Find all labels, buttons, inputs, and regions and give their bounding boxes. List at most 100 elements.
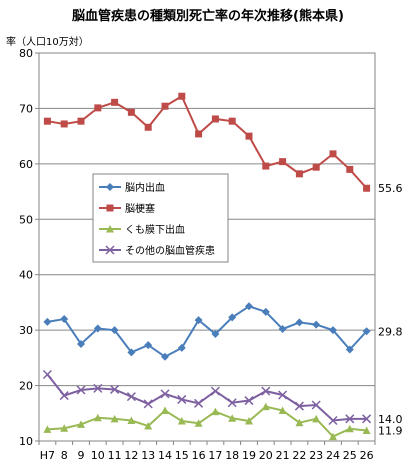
legend-label: くも膜下出血 [125, 223, 185, 236]
data-point [59, 391, 69, 401]
x-tick-label: H7 [40, 449, 55, 462]
data-point [245, 132, 253, 140]
data-point [227, 398, 237, 408]
marker-stroke [294, 401, 304, 411]
data-point [177, 417, 186, 425]
data-point [161, 406, 169, 415]
x-tick-label: 23 [309, 449, 323, 462]
legend-box [92, 173, 229, 263]
legend-label: その他の脳血管疾患 [125, 244, 215, 257]
data-point [194, 316, 203, 325]
y-tick-label: 20 [19, 380, 33, 393]
marker-stroke [143, 399, 153, 409]
data-point [228, 313, 237, 322]
marker-stroke [210, 386, 220, 396]
chart-title: 脳血管疾患の種類別死亡率の年次推移(熊本県) [72, 8, 344, 24]
x-tick-label: 25 [343, 449, 357, 462]
data-point [43, 117, 51, 125]
data-point [60, 120, 68, 128]
marker-stroke [227, 398, 237, 408]
data-point [144, 341, 153, 350]
data-point [312, 320, 321, 329]
y-tick-label: 50 [19, 213, 33, 226]
series-triangle [43, 402, 371, 441]
marker-stroke [110, 384, 120, 394]
data-point [362, 426, 371, 434]
data-point [228, 117, 236, 125]
data-point [42, 369, 52, 380]
x-tick-label: 22 [292, 449, 306, 462]
data-point [261, 386, 271, 396]
x-tick-label: 13 [141, 449, 155, 462]
marker-stroke [160, 389, 170, 399]
data-point [93, 413, 102, 422]
series-x [42, 369, 372, 426]
data-point [76, 385, 86, 395]
data-point [93, 324, 102, 333]
data-point [94, 104, 102, 112]
data-point [127, 108, 135, 116]
data-point [177, 343, 186, 352]
data-point [211, 407, 220, 416]
y-axis-label: 率（人口10万対） [6, 35, 89, 48]
data-point [329, 150, 337, 158]
data-point [161, 352, 169, 361]
data-point [278, 325, 287, 334]
marker-stroke [194, 398, 204, 408]
marker-stroke [362, 414, 372, 424]
data-point [211, 115, 219, 123]
data-point [43, 317, 52, 326]
data-point [363, 184, 371, 192]
data-point [345, 345, 354, 354]
y-tick-label: 70 [19, 102, 33, 115]
data-point [60, 424, 69, 432]
x-tick-label: 17 [208, 449, 222, 462]
marker-stroke [105, 245, 115, 255]
series-square [43, 92, 371, 192]
data-point [295, 318, 304, 327]
end-labels: 29.8 55.6 11.914.0 [378, 182, 403, 437]
marker-stroke [42, 369, 52, 380]
y-tick-label: 30 [19, 324, 33, 337]
data-point [194, 419, 203, 427]
data-point [210, 386, 220, 396]
data-point [345, 414, 355, 424]
y-axis-ticks: 10 20 30 40 50 60 70 80 [19, 47, 39, 448]
data-point [77, 420, 85, 428]
data-label: 14.0 [378, 413, 403, 426]
data-point [127, 416, 136, 424]
marker-stroke [93, 383, 103, 393]
y-tick-label: 40 [19, 269, 33, 282]
data-point [312, 163, 320, 171]
x-tick-label: 11 [108, 449, 122, 462]
data-point [362, 327, 371, 336]
data-point [110, 384, 120, 394]
data-point [178, 92, 186, 100]
data-point [278, 406, 287, 415]
data-point [294, 401, 304, 411]
data-point [279, 158, 287, 166]
marker-stroke [76, 385, 86, 395]
data-point [194, 398, 204, 408]
data-point [144, 422, 153, 430]
marker-stroke [244, 396, 254, 406]
x-tick-label: 10 [91, 449, 105, 462]
series-diamond [43, 302, 371, 361]
marker-stroke [177, 394, 187, 404]
y-tick-label: 10 [19, 435, 33, 448]
data-point [244, 396, 254, 406]
data-point [143, 399, 153, 409]
data-point [111, 98, 119, 106]
series-line [46, 373, 367, 422]
marker-stroke [345, 414, 355, 424]
data-point [144, 123, 152, 131]
x-tick-label: 21 [276, 449, 290, 462]
x-tick-label: 9 [78, 449, 85, 462]
data-point [177, 394, 187, 404]
data-point [77, 340, 85, 348]
data-point [262, 162, 270, 170]
data-point [93, 383, 103, 393]
x-tick-label: 14 [158, 449, 172, 462]
